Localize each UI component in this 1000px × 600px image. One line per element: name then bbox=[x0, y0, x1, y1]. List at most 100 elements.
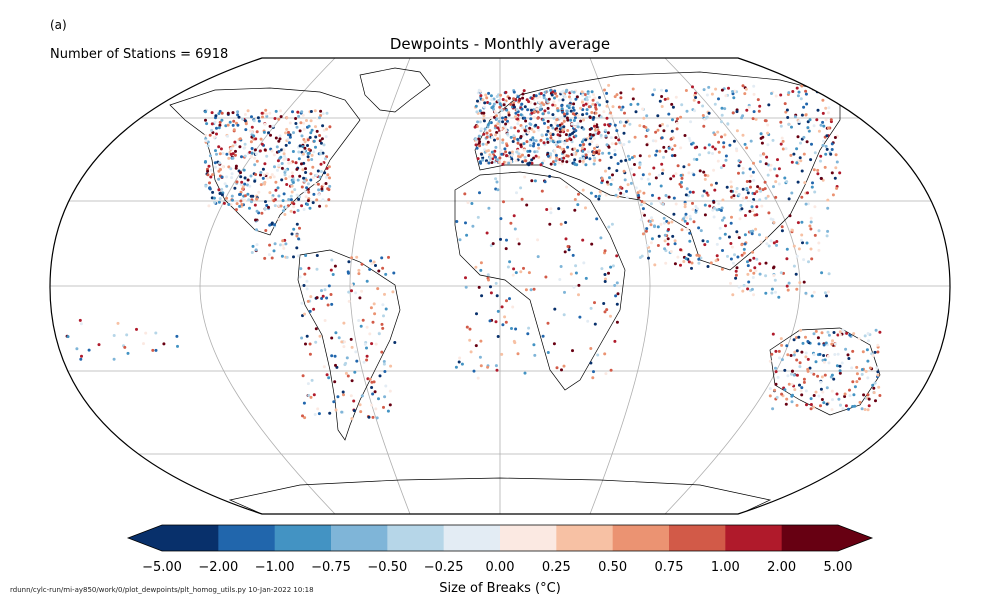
station-marker bbox=[584, 153, 588, 157]
station-marker bbox=[318, 334, 322, 338]
station-marker bbox=[839, 403, 842, 407]
station-marker bbox=[522, 142, 526, 146]
station-marker bbox=[651, 139, 655, 143]
station-marker bbox=[836, 99, 839, 103]
station-marker bbox=[658, 149, 662, 153]
station-marker bbox=[373, 312, 377, 316]
station-marker bbox=[618, 141, 622, 145]
station-marker bbox=[314, 327, 318, 331]
station-marker bbox=[350, 283, 354, 287]
station-marker bbox=[383, 395, 387, 399]
station-marker bbox=[272, 249, 276, 253]
station-marker bbox=[514, 327, 518, 331]
station-marker bbox=[800, 169, 804, 173]
station-marker bbox=[789, 354, 793, 357]
station-marker bbox=[495, 368, 499, 372]
station-marker bbox=[806, 367, 810, 371]
station-marker bbox=[534, 94, 538, 98]
station-marker bbox=[374, 407, 378, 411]
station-marker bbox=[220, 193, 224, 197]
station-marker bbox=[667, 146, 671, 150]
station-marker bbox=[823, 165, 827, 169]
station-marker bbox=[876, 343, 880, 347]
station-marker bbox=[368, 332, 372, 336]
station-marker bbox=[575, 95, 579, 99]
map-boundary bbox=[49, 57, 951, 515]
footer-path: rdunn/cylc-run/mi-ay850/work/0/plot_dewp… bbox=[10, 586, 314, 594]
station-marker bbox=[785, 284, 789, 288]
station-marker bbox=[322, 183, 326, 187]
station-marker bbox=[585, 98, 589, 102]
station-marker bbox=[290, 190, 294, 194]
station-marker bbox=[370, 386, 374, 389]
station-marker bbox=[718, 236, 722, 240]
station-marker bbox=[207, 164, 211, 168]
station-marker bbox=[229, 167, 233, 171]
colorbar-tick-label: 5.00 bbox=[823, 560, 853, 575]
station-marker bbox=[592, 137, 596, 141]
station-marker bbox=[523, 155, 527, 159]
station-marker bbox=[729, 189, 733, 193]
station-marker bbox=[826, 206, 830, 210]
station-marker bbox=[355, 255, 359, 259]
station-marker bbox=[566, 245, 570, 248]
station-marker bbox=[556, 133, 560, 137]
station-marker bbox=[591, 98, 595, 102]
station-marker bbox=[288, 135, 292, 139]
station-marker bbox=[642, 191, 646, 195]
station-marker bbox=[470, 202, 474, 205]
station-marker bbox=[268, 223, 272, 227]
station-marker bbox=[671, 234, 675, 238]
station-marker bbox=[233, 186, 237, 190]
station-marker bbox=[497, 99, 501, 102]
station-marker bbox=[809, 397, 813, 401]
station-marker bbox=[717, 140, 721, 144]
station-marker bbox=[787, 281, 791, 285]
station-marker bbox=[772, 185, 775, 189]
station-marker bbox=[584, 102, 588, 106]
station-marker bbox=[490, 98, 494, 102]
station-marker bbox=[743, 92, 747, 96]
station-marker bbox=[532, 138, 536, 142]
station-marker bbox=[330, 354, 334, 358]
station-marker bbox=[324, 175, 328, 179]
station-marker bbox=[290, 184, 294, 188]
station-marker bbox=[494, 133, 498, 137]
station-marker bbox=[353, 370, 357, 374]
station-marker bbox=[532, 116, 536, 119]
station-marker bbox=[604, 128, 607, 132]
station-marker bbox=[280, 162, 284, 165]
station-marker bbox=[303, 179, 306, 183]
station-marker bbox=[802, 258, 806, 262]
station-marker bbox=[720, 113, 724, 117]
greenland-outline bbox=[359, 67, 431, 113]
station-marker bbox=[659, 200, 663, 204]
station-marker bbox=[735, 230, 739, 234]
station-marker bbox=[810, 142, 813, 146]
station-marker bbox=[795, 403, 799, 407]
station-marker bbox=[305, 186, 309, 190]
station-marker bbox=[791, 90, 795, 93]
station-marker bbox=[330, 258, 334, 262]
station-marker bbox=[546, 106, 550, 110]
station-marker bbox=[312, 139, 316, 143]
station-marker bbox=[383, 370, 387, 373]
station-marker bbox=[249, 129, 252, 133]
station-marker bbox=[714, 87, 718, 91]
station-marker bbox=[847, 407, 850, 411]
station-marker bbox=[283, 213, 287, 216]
station-marker bbox=[673, 262, 677, 266]
station-marker bbox=[713, 147, 717, 151]
station-marker bbox=[729, 242, 733, 245]
station-marker bbox=[688, 214, 692, 218]
station-marker bbox=[662, 155, 665, 159]
station-marker bbox=[562, 112, 566, 116]
station-marker bbox=[552, 100, 556, 104]
station-marker bbox=[306, 138, 310, 142]
station-marker bbox=[515, 150, 519, 154]
station-marker bbox=[516, 129, 520, 133]
station-marker bbox=[500, 352, 504, 356]
station-marker bbox=[284, 205, 288, 209]
station-marker bbox=[806, 126, 810, 130]
station-marker bbox=[750, 205, 754, 209]
